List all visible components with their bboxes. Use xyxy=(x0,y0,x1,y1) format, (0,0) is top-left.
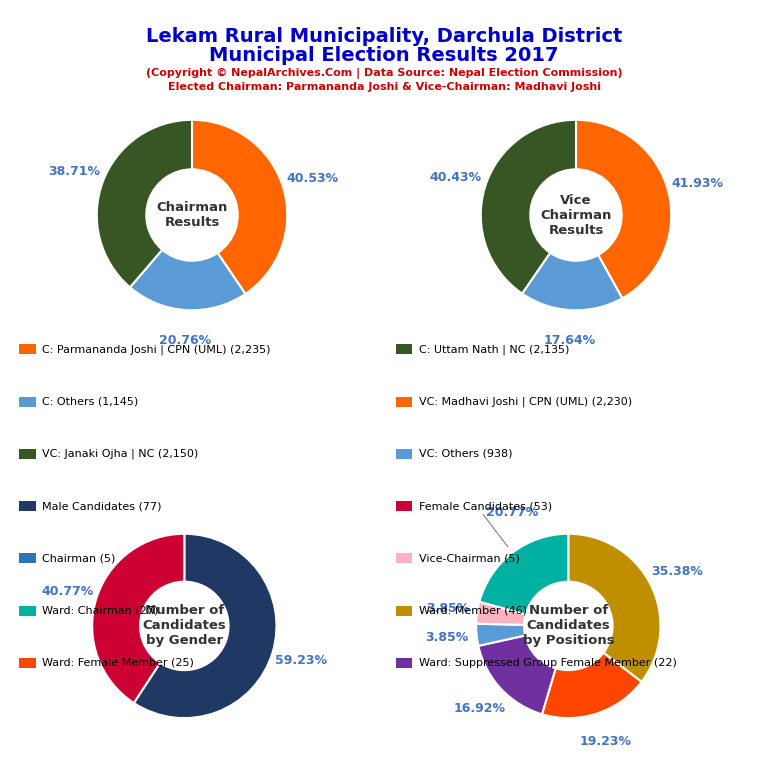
Text: C: Uttam Nath | NC (2,135): C: Uttam Nath | NC (2,135) xyxy=(419,344,569,355)
Text: 3.85%: 3.85% xyxy=(426,602,469,615)
Text: 19.23%: 19.23% xyxy=(580,735,632,748)
Text: Elected Chairman: Parmananda Joshi & Vice-Chairman: Madhavi Joshi: Elected Chairman: Parmananda Joshi & Vic… xyxy=(167,82,601,92)
Text: Municipal Election Results 2017: Municipal Election Results 2017 xyxy=(209,46,559,65)
Text: Vice
Chairman
Results: Vice Chairman Results xyxy=(541,194,611,237)
Wedge shape xyxy=(92,534,184,703)
Wedge shape xyxy=(479,534,568,614)
Wedge shape xyxy=(192,120,287,294)
Text: 3.85%: 3.85% xyxy=(425,631,469,644)
Wedge shape xyxy=(522,253,622,310)
Text: (Copyright © NepalArchives.Com | Data Source: Nepal Election Commission): (Copyright © NepalArchives.Com | Data So… xyxy=(146,68,622,78)
Text: 40.53%: 40.53% xyxy=(286,172,338,184)
Text: VC: Janaki Ojha | NC (2,150): VC: Janaki Ojha | NC (2,150) xyxy=(42,449,198,459)
Text: 16.92%: 16.92% xyxy=(453,702,505,715)
Text: Vice-Chairman (5): Vice-Chairman (5) xyxy=(419,553,519,564)
Text: C: Parmananda Joshi | CPN (UML) (2,235): C: Parmananda Joshi | CPN (UML) (2,235) xyxy=(42,344,271,355)
Wedge shape xyxy=(576,120,671,298)
Wedge shape xyxy=(542,653,641,718)
Wedge shape xyxy=(476,601,525,625)
Text: 35.38%: 35.38% xyxy=(651,565,703,578)
Text: Ward: Female Member (25): Ward: Female Member (25) xyxy=(42,657,194,668)
Text: Male Candidates (77): Male Candidates (77) xyxy=(42,501,162,511)
Text: Female Candidates (53): Female Candidates (53) xyxy=(419,501,551,511)
Wedge shape xyxy=(130,250,246,310)
Text: Number of
Candidates
by Positions: Number of Candidates by Positions xyxy=(522,604,614,647)
Text: Ward: Chairman (27): Ward: Chairman (27) xyxy=(42,605,159,616)
Text: Number of
Candidates
by Gender: Number of Candidates by Gender xyxy=(142,604,227,647)
Text: C: Others (1,145): C: Others (1,145) xyxy=(42,396,138,407)
Text: VC: Others (938): VC: Others (938) xyxy=(419,449,512,459)
Wedge shape xyxy=(134,534,276,718)
Text: 59.23%: 59.23% xyxy=(275,654,327,667)
Text: Ward: Member (46): Ward: Member (46) xyxy=(419,605,527,616)
Wedge shape xyxy=(568,534,660,682)
Wedge shape xyxy=(476,624,525,646)
Text: 38.71%: 38.71% xyxy=(48,165,100,178)
Text: 17.64%: 17.64% xyxy=(544,334,596,347)
Text: 40.43%: 40.43% xyxy=(430,171,482,184)
Text: 41.93%: 41.93% xyxy=(672,177,723,190)
Wedge shape xyxy=(97,120,192,287)
Text: 20.77%: 20.77% xyxy=(486,506,538,519)
Text: Lekam Rural Municipality, Darchula District: Lekam Rural Municipality, Darchula Distr… xyxy=(146,27,622,46)
Text: VC: Madhavi Joshi | CPN (UML) (2,230): VC: Madhavi Joshi | CPN (UML) (2,230) xyxy=(419,396,632,407)
Wedge shape xyxy=(481,120,576,293)
Text: Ward: Suppressed Group Female Member (22): Ward: Suppressed Group Female Member (22… xyxy=(419,657,677,668)
Text: Chairman (5): Chairman (5) xyxy=(42,553,116,564)
Text: Chairman
Results: Chairman Results xyxy=(157,201,227,229)
Wedge shape xyxy=(478,635,556,714)
Text: 20.76%: 20.76% xyxy=(159,334,211,347)
Text: 40.77%: 40.77% xyxy=(41,584,94,598)
